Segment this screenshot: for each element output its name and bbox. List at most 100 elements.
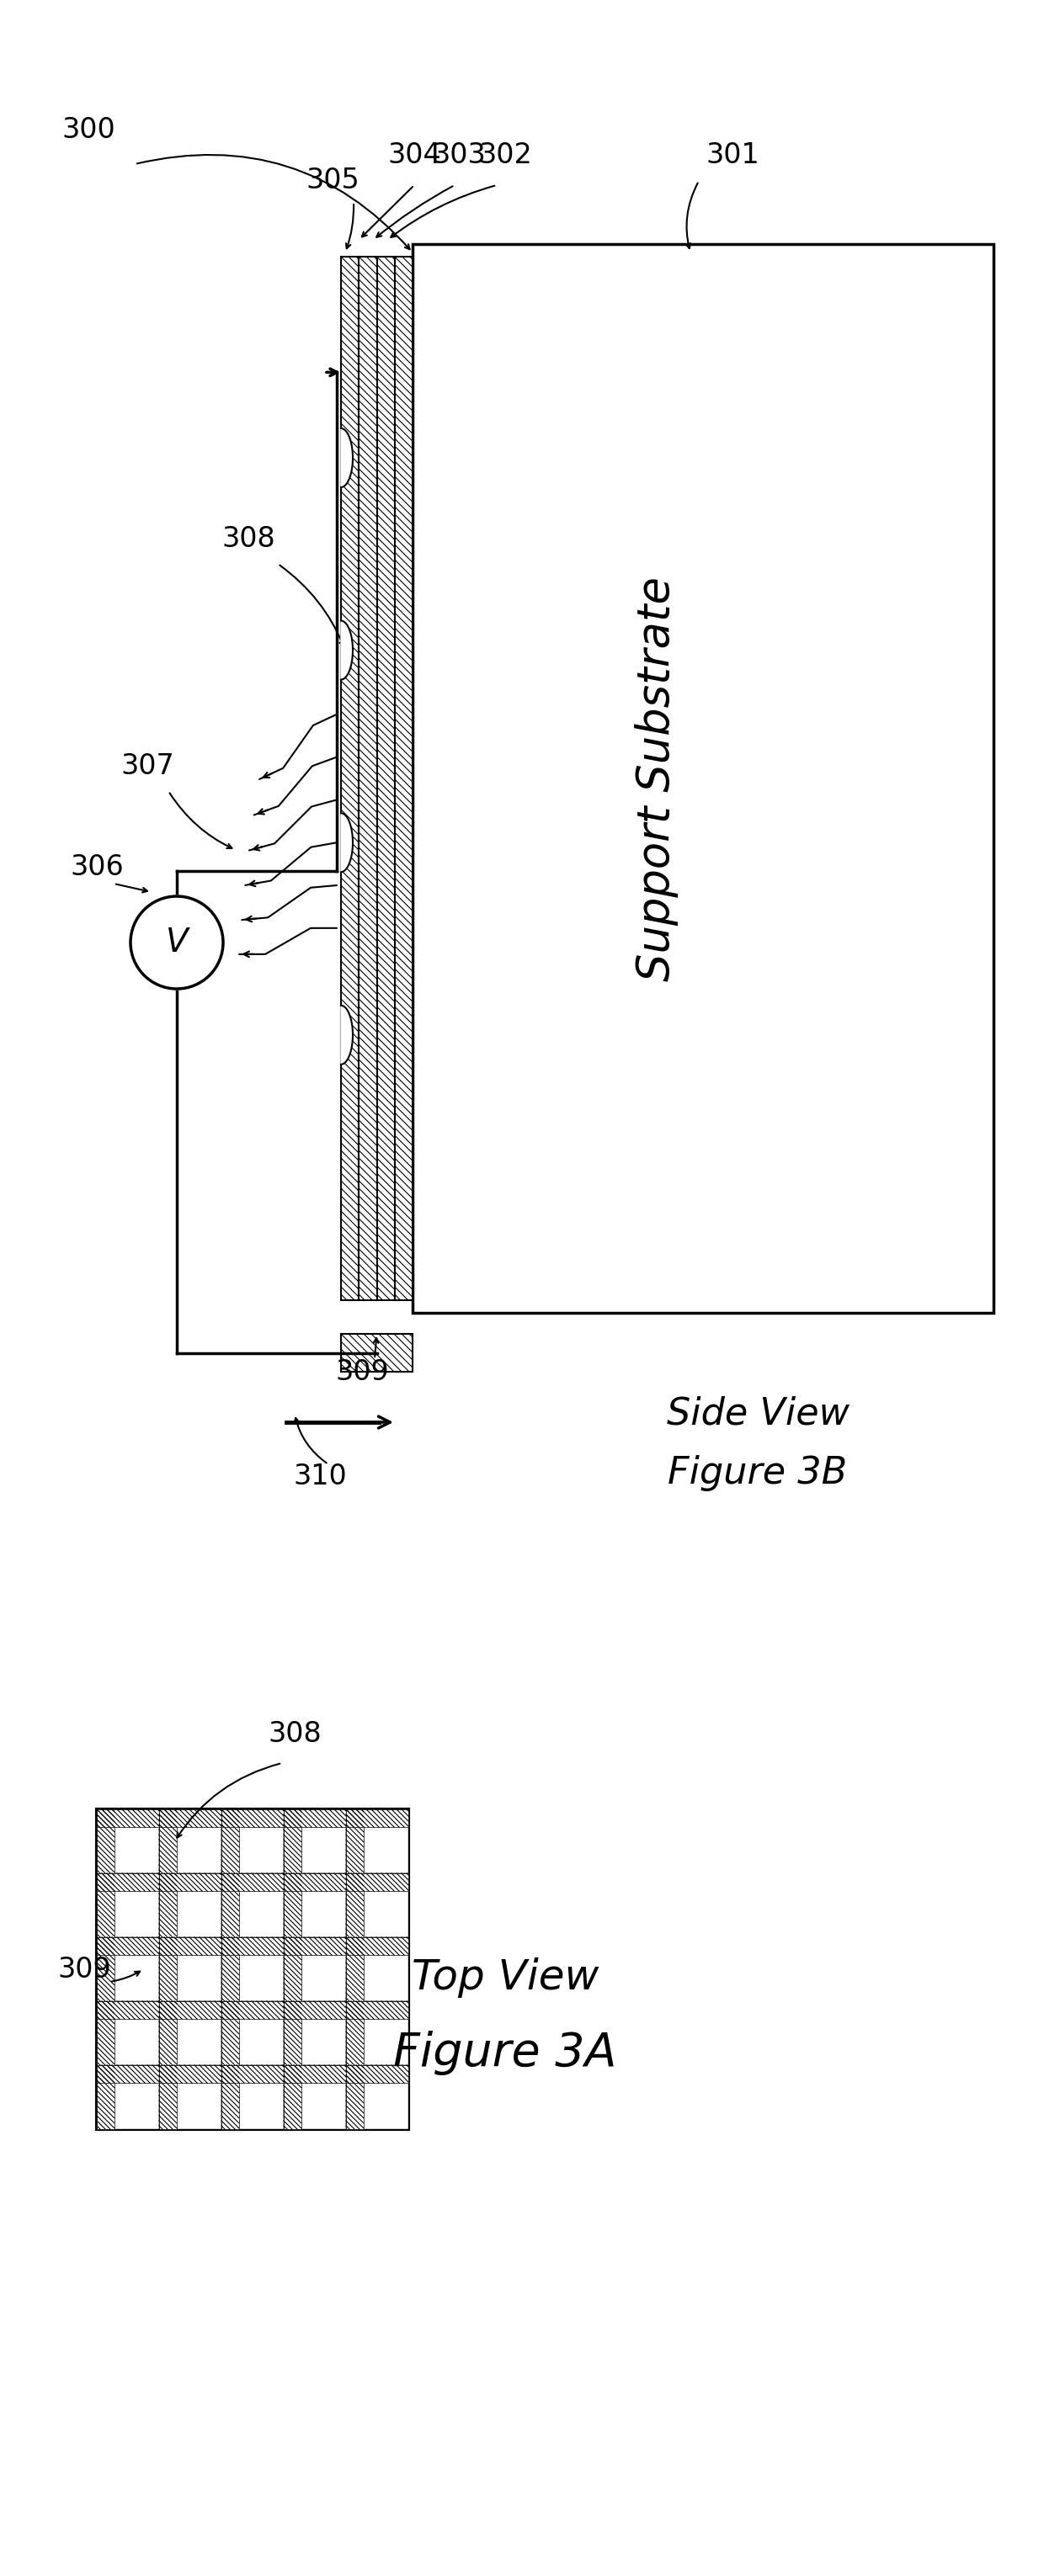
Bar	[159, 2066, 221, 2130]
Bar	[221, 1808, 239, 1873]
Bar	[97, 2066, 114, 2130]
Text: 303: 303	[432, 142, 485, 170]
Bar	[346, 1873, 363, 1937]
Bar	[284, 1937, 346, 1955]
Bar	[97, 1937, 159, 2002]
Bar	[159, 1873, 221, 1891]
Bar	[284, 2066, 346, 2130]
Bar	[284, 1937, 301, 2002]
Bar	[159, 1808, 176, 1873]
Bar	[346, 1937, 408, 1955]
Bar	[159, 1937, 221, 2002]
Bar	[284, 1873, 346, 1937]
Bar	[159, 1873, 176, 1937]
Bar	[284, 2002, 346, 2066]
Bar	[346, 1808, 408, 1826]
Bar	[284, 1808, 346, 1826]
Text: 302: 302	[478, 142, 532, 170]
Bar	[346, 1937, 408, 2002]
Bar	[97, 2002, 114, 2066]
Bar	[221, 1937, 239, 2002]
Bar	[97, 2066, 159, 2130]
Bar	[346, 1937, 363, 2002]
Bar	[346, 2066, 363, 2130]
Bar	[159, 2002, 176, 2066]
Bar	[97, 2066, 159, 2084]
Text: 301: 301	[706, 142, 759, 170]
Bar	[346, 1808, 363, 1873]
Bar	[412, 245, 994, 1314]
Bar	[97, 1937, 114, 2002]
Bar	[97, 2002, 159, 2066]
Bar	[97, 1937, 159, 1955]
Bar	[341, 1334, 412, 1373]
Bar	[221, 2066, 239, 2130]
Bar	[221, 1808, 284, 1826]
Text: Figure 3A: Figure 3A	[394, 2030, 617, 2076]
Bar	[346, 1808, 408, 1873]
Bar	[97, 1808, 159, 1873]
Bar	[221, 2066, 284, 2084]
Bar	[346, 1873, 408, 1937]
Bar	[284, 1808, 346, 1873]
Bar	[221, 2066, 284, 2130]
Bar	[346, 2002, 408, 2066]
Bar	[284, 1873, 346, 1891]
Bar	[346, 1873, 408, 1891]
Text: 310: 310	[293, 1463, 347, 1492]
Text: 304: 304	[387, 142, 441, 170]
Text: 309: 309	[57, 1955, 111, 1984]
Bar	[221, 1873, 239, 1937]
Bar	[97, 1808, 114, 1873]
Bar	[284, 1808, 301, 1873]
Bar	[346, 2002, 363, 2066]
Text: 307: 307	[120, 752, 174, 781]
Bar	[284, 2002, 346, 2020]
Circle shape	[130, 896, 223, 989]
Bar	[159, 1937, 221, 1955]
Bar	[159, 2002, 221, 2066]
Bar	[97, 1873, 159, 1937]
Bar	[359, 258, 377, 1301]
Bar	[346, 2066, 408, 2130]
Bar	[221, 1808, 284, 1873]
Polygon shape	[341, 621, 353, 680]
Bar	[159, 1873, 221, 1937]
Bar	[221, 1937, 284, 1955]
Bar	[97, 1873, 114, 1937]
Bar	[159, 1808, 221, 1873]
Bar	[159, 1937, 176, 2002]
Bar	[221, 2002, 239, 2066]
Bar	[159, 1808, 221, 1826]
Text: 308: 308	[268, 1721, 322, 1747]
Text: Side View: Side View	[666, 1396, 849, 1432]
Polygon shape	[341, 428, 353, 487]
Bar	[97, 1808, 159, 1826]
Bar	[395, 258, 412, 1301]
Polygon shape	[341, 814, 353, 873]
Bar	[159, 2066, 176, 2130]
Bar	[221, 1937, 284, 2002]
Text: 305: 305	[306, 167, 359, 196]
Text: Top View: Top View	[411, 1958, 599, 1999]
Bar	[346, 2002, 408, 2020]
Bar	[377, 258, 395, 1301]
Text: 308: 308	[221, 526, 276, 551]
Bar	[284, 2066, 346, 2084]
Bar	[221, 2002, 284, 2020]
Bar	[159, 2002, 221, 2020]
Bar	[341, 258, 359, 1301]
Bar	[221, 1873, 284, 1937]
Text: V: V	[166, 927, 188, 958]
Text: 309: 309	[335, 1358, 388, 1386]
Text: Figure 3B: Figure 3B	[668, 1455, 848, 1492]
Bar	[97, 1808, 408, 2130]
Text: Support Substrate: Support Substrate	[635, 577, 679, 981]
Polygon shape	[341, 1005, 353, 1064]
Text: 300: 300	[62, 116, 115, 144]
Text: 306: 306	[70, 853, 123, 881]
Bar	[221, 1873, 284, 1891]
Bar	[97, 2002, 159, 2020]
Bar	[284, 2066, 301, 2130]
Bar	[284, 1937, 346, 2002]
